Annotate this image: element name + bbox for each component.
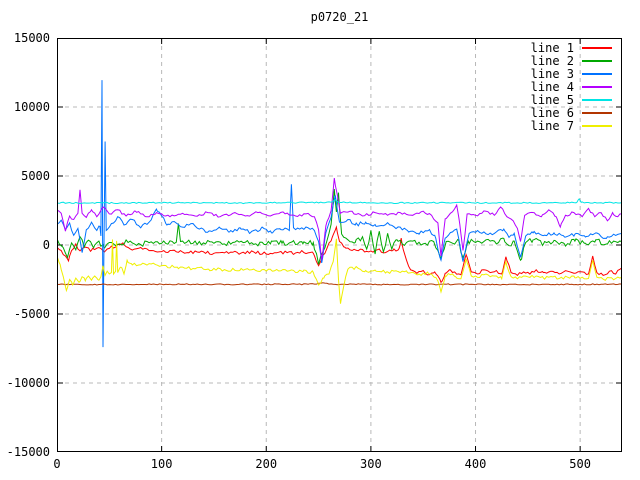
y-tick-label: 15000 <box>13 31 50 45</box>
x-tick-label: 100 <box>150 457 173 471</box>
y-tick-label: 0 <box>42 238 50 252</box>
legend-label: line 6 <box>530 105 574 120</box>
chart-title: p0720_21 <box>310 10 369 24</box>
legend-line-swatch <box>582 124 612 127</box>
x-tick-label: 500 <box>569 457 591 471</box>
legend-entry: line 1 <box>530 40 612 55</box>
series-line-6 <box>57 282 622 286</box>
legend-label: line 4 <box>530 79 574 94</box>
series-line-2 <box>57 189 622 265</box>
y-tick-label: -5000 <box>13 307 50 321</box>
plot-svg <box>57 38 622 452</box>
x-tick-label: 200 <box>255 457 278 471</box>
legend-line-swatch <box>582 111 612 114</box>
series-line-3 <box>57 80 622 348</box>
legend-entry: line 3 <box>530 66 612 81</box>
legend-line-swatch <box>582 85 612 88</box>
series-line-1 <box>57 225 622 284</box>
legend: line 1 line 2 line 3 line 4 line 5 line 6 line… <box>530 40 612 133</box>
legend-label: line 1 <box>530 40 574 55</box>
plot-border <box>57 38 622 452</box>
legend-line-swatch <box>582 59 612 62</box>
x-tick-label: 400 <box>464 457 487 471</box>
y-tick-label: -15000 <box>6 445 50 459</box>
x-tick-label: 0 <box>53 457 61 471</box>
series-line-4 <box>57 178 622 261</box>
legend-entry: line 2 <box>530 53 612 68</box>
legend-line-swatch <box>582 72 612 75</box>
legend-line-swatch <box>582 98 612 101</box>
legend-line-swatch <box>582 46 612 49</box>
legend-entry: line 6 <box>530 105 612 120</box>
legend-label: line 7 <box>530 118 574 133</box>
y-tick-label: 10000 <box>13 100 50 114</box>
y-tick-label: -10000 <box>6 376 50 390</box>
series-line-5 <box>57 198 622 205</box>
legend-label: line 3 <box>530 66 574 81</box>
legend-entry: line 7 <box>530 118 612 133</box>
legend-label: line 2 <box>530 53 574 68</box>
legend-entry: line 5 <box>530 92 612 107</box>
series-line-7 <box>57 238 622 304</box>
y-tick-label: 5000 <box>21 169 50 183</box>
legend-entry: line 4 <box>530 79 612 94</box>
legend-label: line 5 <box>530 92 574 107</box>
x-tick-label: 300 <box>360 457 382 471</box>
